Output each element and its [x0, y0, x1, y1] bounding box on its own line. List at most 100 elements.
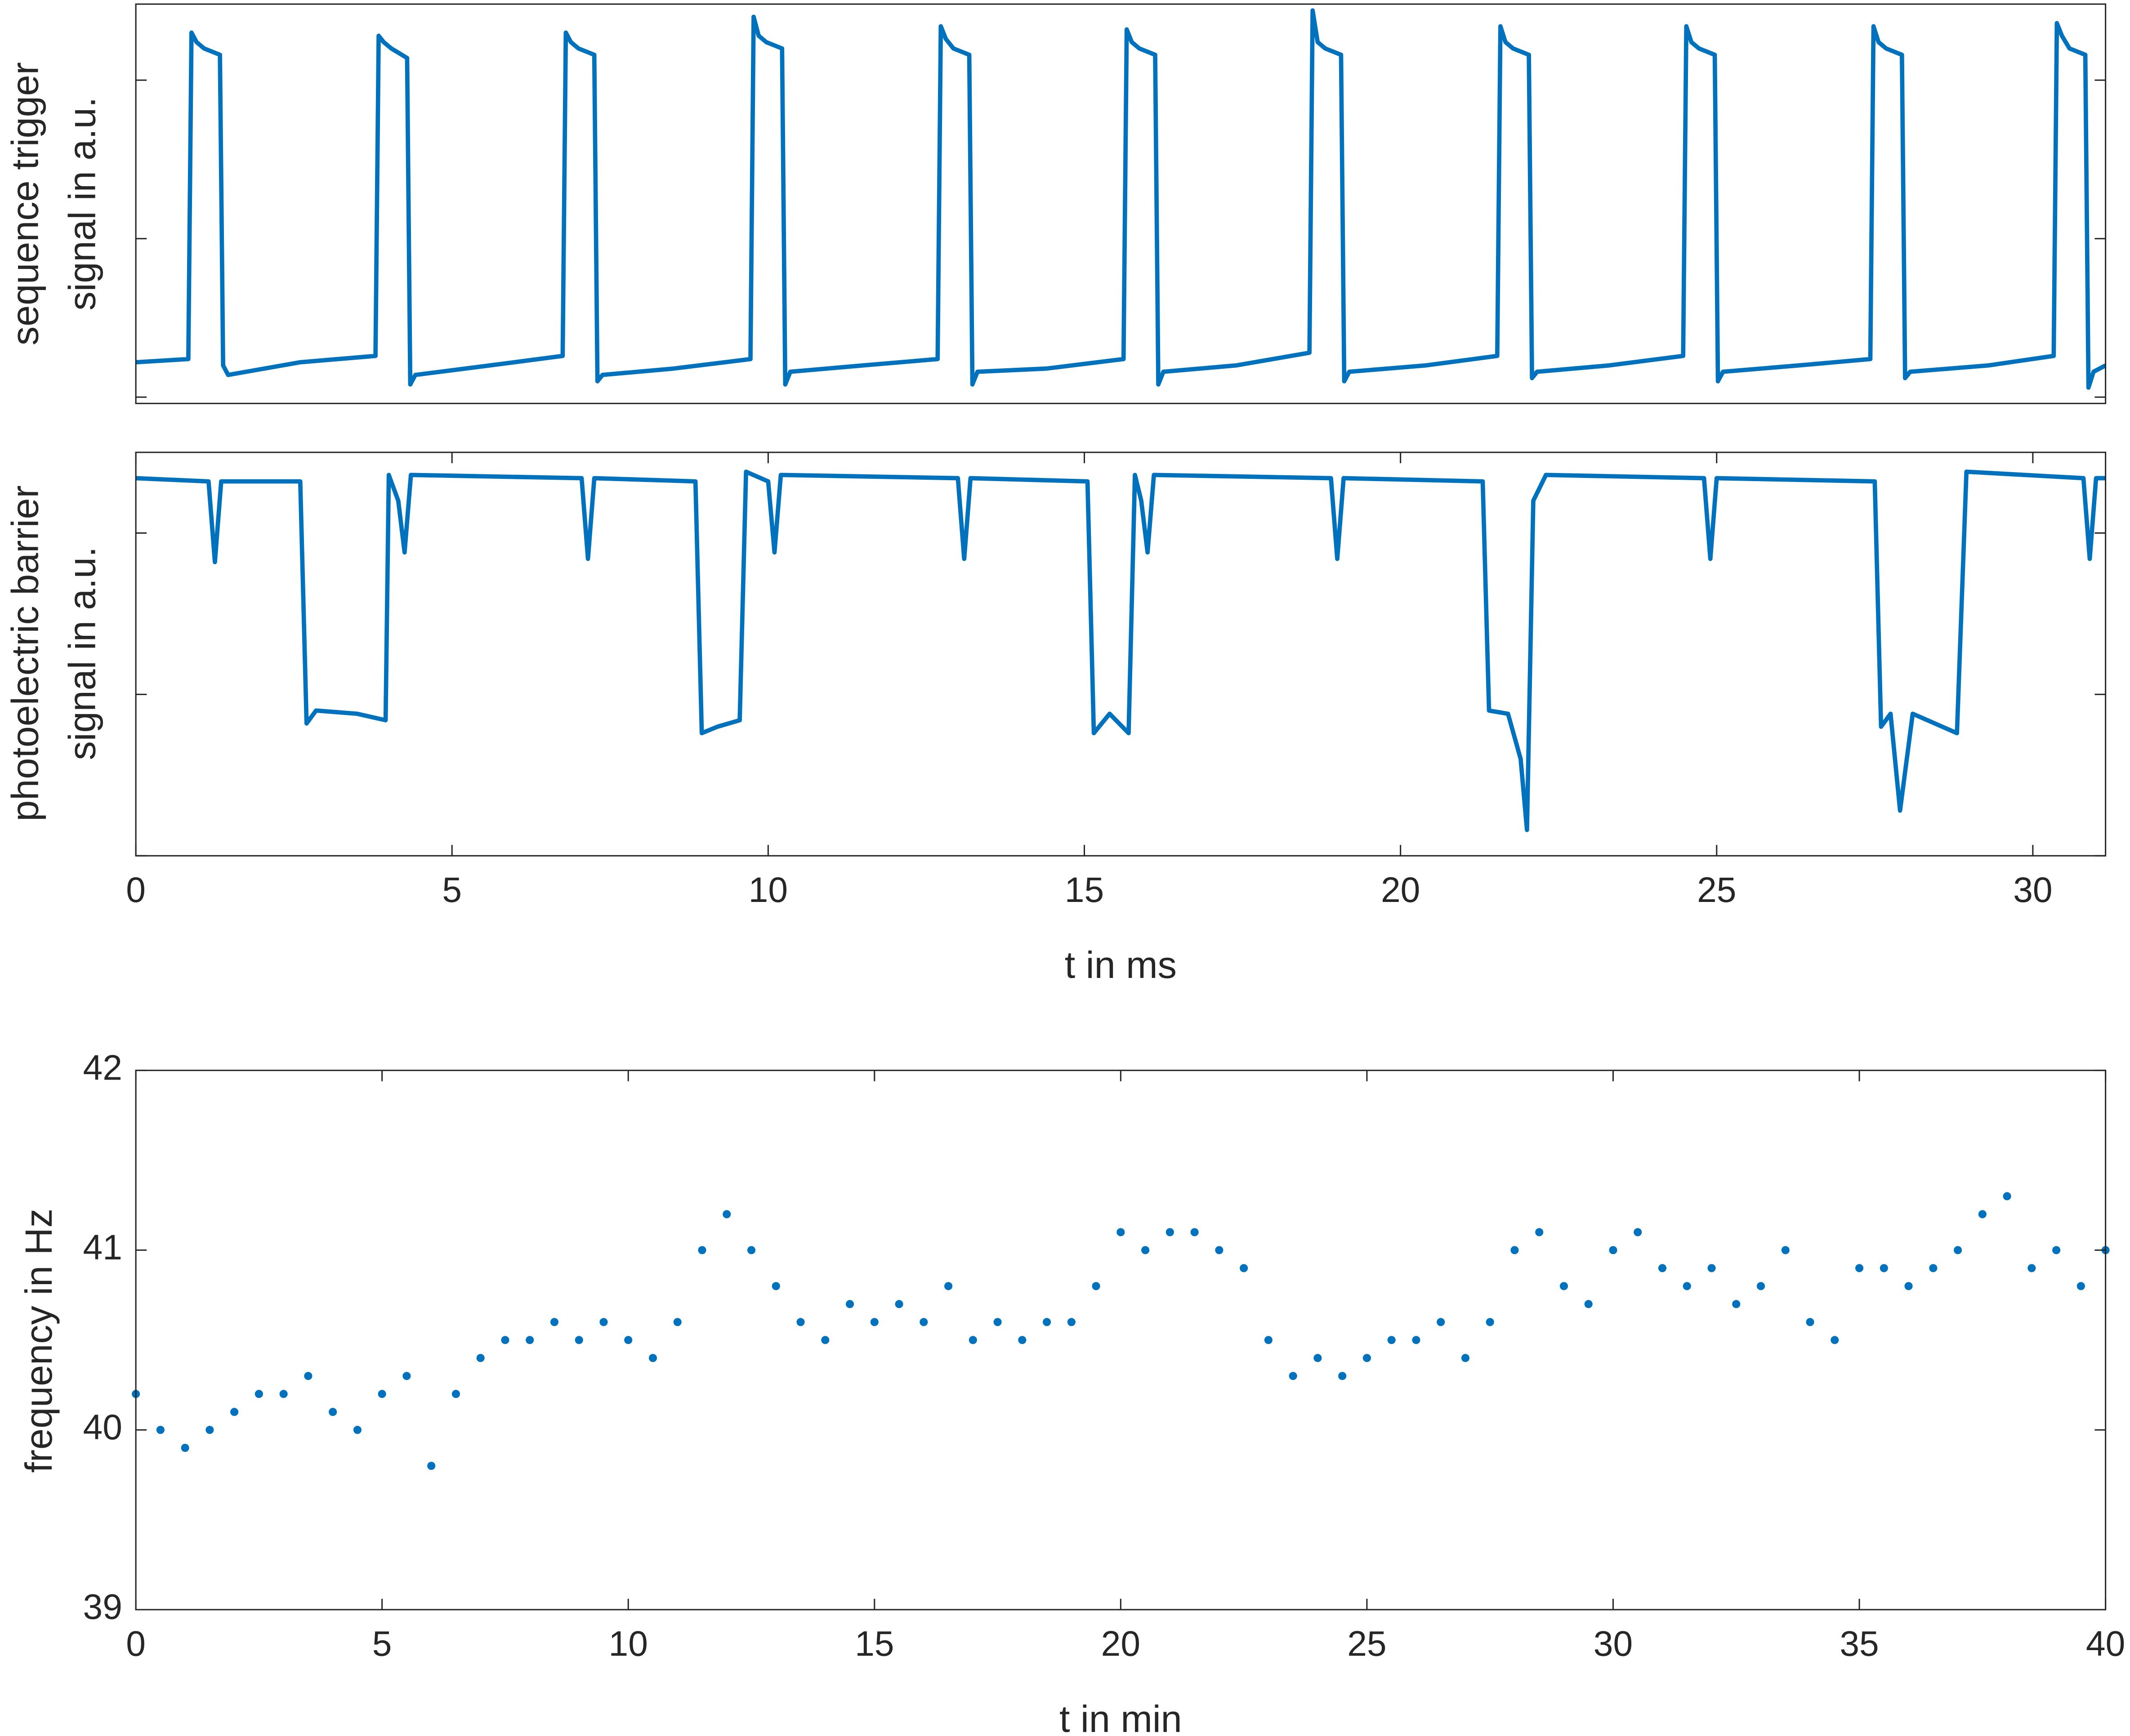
y-tick-label: 41 — [83, 1227, 122, 1267]
data-point — [895, 1300, 903, 1308]
x-tick-label: 30 — [1594, 1624, 1633, 1664]
data-point — [1559, 1282, 1568, 1290]
data-point — [402, 1372, 411, 1380]
data-point — [2003, 1192, 2011, 1200]
data-point — [599, 1318, 608, 1326]
x-tick-label: 40 — [2086, 1624, 2125, 1664]
x-tick-label: 25 — [1347, 1624, 1386, 1664]
data-point — [575, 1336, 583, 1344]
data-point — [1535, 1228, 1544, 1236]
data-point — [772, 1282, 780, 1290]
data-point — [1954, 1246, 1962, 1254]
y-axis-label: frequency in Hz — [17, 1209, 60, 1473]
data-point — [1264, 1336, 1273, 1344]
y-tick-label: 40 — [83, 1407, 122, 1447]
y-tick-label: 39 — [83, 1587, 122, 1627]
data-point — [698, 1246, 706, 1254]
data-point — [1806, 1318, 1814, 1326]
data-point — [1240, 1264, 1248, 1272]
data-point — [870, 1318, 879, 1326]
data-point — [2076, 1282, 2085, 1290]
data-point — [427, 1462, 436, 1470]
x-tick-label: 0 — [126, 870, 146, 910]
data-point — [1634, 1228, 1642, 1236]
data-point — [1904, 1282, 1913, 1290]
data-point — [723, 1210, 731, 1218]
panel: sequence trigger signal in a.u. — [4, 3, 2107, 404]
signal-line — [136, 469, 2106, 832]
data-point — [156, 1426, 165, 1434]
data-point — [1338, 1372, 1347, 1380]
data-point — [329, 1408, 337, 1416]
x-tick-label: 10 — [609, 1624, 648, 1664]
x-axis-label: t in min — [1059, 1697, 1182, 1736]
data-point — [1289, 1372, 1297, 1380]
data-point — [1387, 1336, 1396, 1344]
x-tick-label: 15 — [855, 1624, 894, 1664]
y-axis-label: signal in a.u. — [60, 97, 103, 311]
x-tick-label: 0 — [126, 1624, 146, 1664]
data-point — [1855, 1264, 1864, 1272]
data-point — [1732, 1300, 1741, 1308]
data-point — [279, 1390, 288, 1398]
x-tick-label: 20 — [1101, 1624, 1140, 1664]
data-point — [1781, 1246, 1790, 1254]
x-tick-label: 5 — [442, 870, 462, 910]
data-point — [1313, 1354, 1322, 1362]
data-point — [353, 1426, 362, 1434]
data-point — [1584, 1300, 1593, 1308]
data-point — [1461, 1354, 1470, 1362]
data-point — [1165, 1228, 1174, 1236]
data-point — [526, 1336, 534, 1344]
signal-line — [136, 8, 2106, 390]
data-point — [1756, 1282, 1765, 1290]
data-point — [501, 1336, 509, 1344]
data-point — [2027, 1264, 2036, 1272]
data-point — [920, 1318, 928, 1326]
data-point — [821, 1336, 830, 1344]
data-point — [304, 1372, 313, 1380]
y-axis-label: photoelectric barrier — [4, 485, 46, 821]
data-point — [1609, 1246, 1617, 1254]
x-tick-label: 35 — [1840, 1624, 1879, 1664]
data-point — [181, 1444, 189, 1452]
data-point — [476, 1354, 485, 1362]
data-point — [1141, 1246, 1150, 1254]
data-point — [451, 1390, 460, 1398]
panel: 0 5 10 15 20 25 30 t in ms photoelectric barrier… — [4, 451, 2107, 986]
data-point — [845, 1300, 854, 1308]
data-point — [1092, 1282, 1100, 1290]
data-point — [747, 1246, 756, 1254]
data-point — [1683, 1282, 1691, 1290]
y-axis-label: signal in a.u. — [60, 547, 103, 760]
data-point — [378, 1390, 386, 1398]
x-tick-label: 15 — [1065, 870, 1104, 910]
data-point — [1190, 1228, 1199, 1236]
data-point — [255, 1390, 263, 1398]
data-point — [230, 1408, 239, 1416]
axes-box — [135, 1070, 2107, 1611]
x-tick-label: 30 — [2013, 870, 2052, 910]
panel: 39 40 41 42 0 5 10 15 20 25 30 35 40 t in min frequenc… — [17, 1048, 2126, 1736]
axes-box — [135, 3, 2107, 404]
data-point — [1437, 1318, 1445, 1326]
y-tick-label: 42 — [83, 1048, 122, 1087]
data-point — [944, 1282, 953, 1290]
data-point — [1510, 1246, 1519, 1254]
data-point — [550, 1318, 559, 1326]
data-point — [1831, 1336, 1839, 1344]
data-point — [673, 1318, 682, 1326]
data-point — [2052, 1246, 2061, 1254]
data-point — [796, 1318, 805, 1326]
data-point — [1067, 1318, 1076, 1326]
data-point — [1929, 1264, 1938, 1272]
data-point — [1362, 1354, 1371, 1362]
data-point — [1486, 1318, 1494, 1326]
data-point — [624, 1336, 633, 1344]
x-tick-label: 25 — [1697, 870, 1736, 910]
x-axis-label: t in ms — [1065, 943, 1177, 986]
data-point — [969, 1336, 977, 1344]
data-point — [1116, 1228, 1125, 1236]
